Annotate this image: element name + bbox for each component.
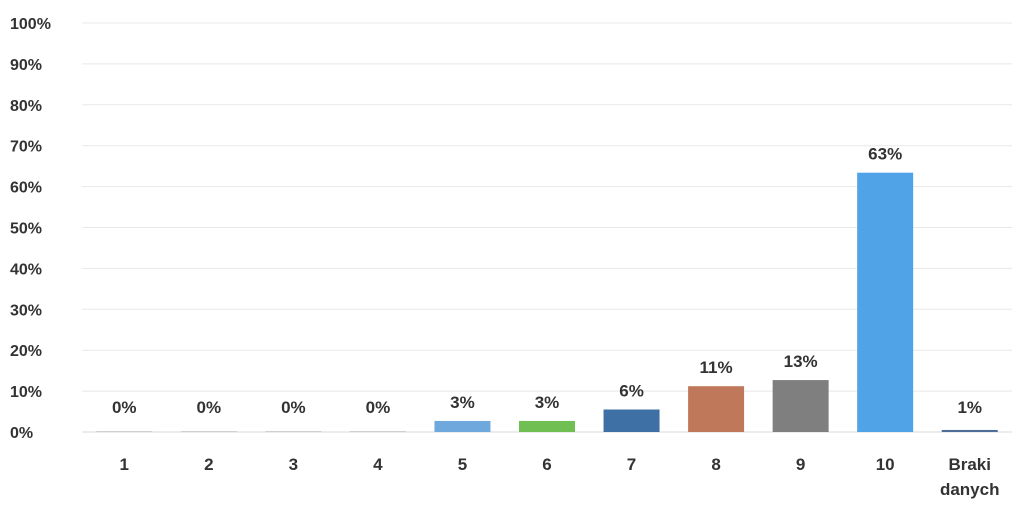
- bar: [941, 429, 998, 432]
- bars: [96, 172, 998, 432]
- x-tick-label: 7: [627, 455, 636, 474]
- data-label: 1%: [957, 398, 982, 417]
- data-label: 0%: [197, 398, 222, 417]
- x-axis: 1 2 3 4 5 6 7 8 9 10 Braki danych: [120, 455, 1000, 499]
- y-tick-label: 30%: [10, 302, 42, 319]
- data-label: 0%: [281, 398, 306, 417]
- y-tick-label: 100%: [10, 16, 51, 33]
- bar: [688, 386, 745, 432]
- x-tick-label: 5: [458, 455, 467, 474]
- y-tick-label: 90%: [10, 57, 42, 74]
- bar: [519, 420, 575, 432]
- data-label: 6%: [619, 382, 644, 401]
- x-tick-label: danych: [940, 480, 1000, 499]
- y-tick-label: 10%: [10, 384, 42, 401]
- x-tick-label: 9: [796, 455, 805, 474]
- bar: [265, 431, 322, 432]
- x-tick-label: 4: [373, 455, 383, 474]
- data-label: 13%: [784, 352, 818, 371]
- x-tick-label: 3: [289, 455, 298, 474]
- bar: [96, 431, 153, 432]
- y-tick-label: 50%: [10, 221, 42, 238]
- x-tick-label: 10: [876, 455, 895, 474]
- y-tick-label: 0%: [10, 425, 33, 442]
- data-label: 63%: [868, 145, 902, 164]
- bar: [603, 409, 660, 432]
- x-tick-label: 8: [711, 455, 720, 474]
- gridlines: [82, 22, 1012, 433]
- y-axis: 0% 10% 20% 30% 40% 50% 60% 70% 80% 90% 100%: [10, 16, 51, 442]
- y-tick-label: 70%: [10, 139, 42, 156]
- y-tick-label: 40%: [10, 261, 42, 278]
- data-labels: 0% 0% 0% 0% 3% 3% 6% 11% 13% 63% 1%: [112, 145, 982, 417]
- x-tick-label: 2: [204, 455, 213, 474]
- x-tick-label: 6: [542, 455, 551, 474]
- bar: [772, 380, 829, 432]
- bar: [349, 431, 406, 432]
- bar: [180, 431, 237, 432]
- bar: [857, 172, 914, 432]
- data-label: 3%: [535, 393, 560, 412]
- x-tick-label: 1: [120, 455, 129, 474]
- data-label: 0%: [366, 398, 391, 417]
- data-label: 0%: [112, 398, 137, 417]
- data-label: 3%: [450, 393, 475, 412]
- bar: [434, 420, 491, 432]
- data-label: 11%: [700, 358, 733, 377]
- y-tick-label: 60%: [10, 180, 42, 197]
- y-tick-label: 20%: [10, 343, 42, 360]
- x-tick-label: Braki: [948, 455, 991, 474]
- y-tick-label: 80%: [10, 98, 42, 115]
